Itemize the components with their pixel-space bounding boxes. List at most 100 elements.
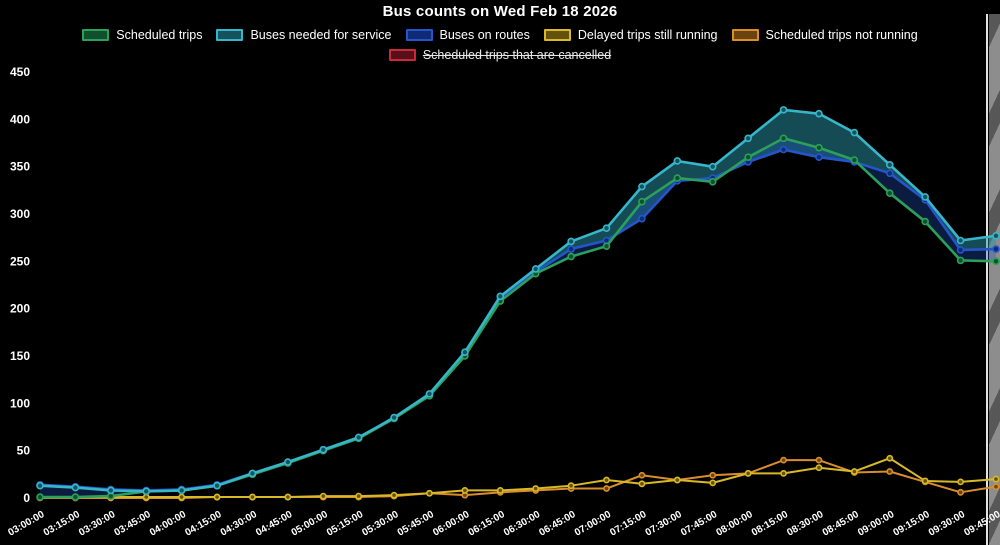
data-point-delayed-trips-still-running (780, 469, 787, 477)
data-point-delayed-trips-still-running (638, 480, 646, 488)
x-axis-tick: 03:45:00 (113, 509, 154, 539)
data-point-scheduled-trips-not-running (992, 483, 1000, 491)
data-point-buses-needed-for-service (319, 445, 328, 454)
series-line-buses-needed-for-service (38, 108, 998, 493)
x-axis-tick: 08:30:00 (785, 509, 826, 539)
x-axis-tick: 05:00:00 (290, 509, 331, 539)
data-point-delayed-trips-still-running (886, 454, 894, 462)
x-axis-tick: 09:00:00 (856, 509, 897, 539)
data-point-delayed-trips-still-running (921, 477, 929, 485)
data-point-delayed-trips-still-running (390, 491, 398, 499)
data-point-scheduled-trips (567, 252, 575, 261)
x-axis-tick: 04:45:00 (254, 509, 295, 539)
legend-item-delayed-trips-still-running[interactable]: Delayed trips still running (543, 28, 718, 42)
data-point-delayed-trips-still-running (461, 487, 469, 494)
data-point-buses-needed-for-service (638, 182, 646, 191)
legend-item-scheduled-trips[interactable]: Scheduled trips (82, 28, 202, 42)
data-point-scheduled-trips (744, 153, 752, 161)
data-point-buses-needed-for-service (708, 162, 717, 171)
legend-label: Buses needed for service (250, 28, 392, 42)
data-point-scheduled-trips-not-running (886, 468, 894, 475)
data-point-buses-needed-for-service (425, 390, 434, 398)
x-axis-tick: 08:00:00 (714, 509, 755, 539)
data-point-buses-on-routes (638, 214, 646, 223)
data-point-buses-needed-for-service (850, 128, 859, 137)
data-point-buses-on-routes (779, 145, 788, 154)
data-point-delayed-trips-still-running (426, 489, 433, 497)
data-point-buses-needed-for-service (602, 224, 611, 232)
chart-legend: Scheduled trips Buses needed for service B… (60, 28, 940, 62)
x-axis-tick: 07:30:00 (644, 509, 685, 539)
y-axis-tick: 450 (10, 65, 30, 79)
data-point-delayed-trips-still-running (532, 485, 540, 492)
data-point-delayed-trips-still-running (992, 475, 1000, 483)
legend-item-scheduled-trips-not-running[interactable]: Scheduled trips not running (731, 28, 918, 42)
data-point-buses-needed-for-service (248, 469, 257, 478)
legend-swatch-icon (82, 29, 110, 41)
y-axis-tick: 50 (17, 444, 31, 458)
legend-item-scheduled-trips-that-are-cancelled[interactable]: Scheduled trips that are cancelled (388, 48, 611, 62)
x-axis-tick: 08:15:00 (750, 509, 791, 539)
x-axis-tick: 08:45:00 (821, 509, 862, 539)
data-point-buses-needed-for-service (744, 134, 752, 143)
series-line-scheduled-trips (38, 136, 998, 499)
data-point-buses-needed-for-service (461, 348, 469, 357)
y-axis-tick: 200 (10, 302, 30, 316)
x-axis-tick: 04:15:00 (183, 509, 224, 539)
x-axis-tick: 09:30:00 (927, 509, 968, 539)
data-point-buses-needed-for-service (531, 265, 540, 273)
x-axis-tick: 07:00:00 (573, 509, 614, 539)
data-point-scheduled-trips (992, 257, 1000, 266)
y-axis-tick: 400 (10, 112, 30, 126)
data-point-scheduled-trips (36, 493, 44, 501)
area-fill-buses-needed-for-service (40, 109, 996, 492)
x-axis-tick: 04:30:00 (219, 509, 260, 539)
data-point-buses-on-routes (956, 246, 965, 254)
legend-label: Buses on routes (439, 28, 530, 42)
data-point-buses-needed-for-service (673, 157, 682, 165)
data-point-delayed-trips-still-running (709, 479, 717, 487)
chart-title: Bus counts on Wed Feb 18 2026 (382, 3, 618, 20)
y-axis-tick: 350 (10, 160, 30, 174)
legend-item-buses-needed-for-service[interactable]: Buses needed for service (216, 28, 392, 42)
x-axis-tick: 07:15:00 (608, 509, 649, 539)
x-axis-tick: 05:15:00 (325, 509, 366, 539)
data-point-scheduled-trips-not-running (780, 456, 787, 464)
data-point-delayed-trips-still-running (815, 464, 823, 472)
data-point-buses-needed-for-service (71, 483, 80, 492)
data-point-scheduled-trips (815, 143, 823, 152)
legend-swatch-icon (405, 29, 433, 41)
data-point-buses-needed-for-service (496, 292, 505, 301)
data-point-scheduled-trips-not-running (957, 488, 964, 496)
x-axis-tick: 03:00:00 (6, 509, 47, 539)
data-point-buses-needed-for-service (815, 109, 823, 118)
data-point-delayed-trips-still-running (355, 492, 363, 500)
x-axis-tick: 06:15:00 (467, 509, 508, 539)
data-point-buses-on-routes (567, 245, 575, 253)
data-point-scheduled-trips (921, 217, 929, 226)
data-point-delayed-trips-still-running (319, 492, 327, 500)
data-point-buses-needed-for-service (779, 106, 788, 114)
data-point-delayed-trips-still-running (496, 487, 504, 494)
x-axis-tick: 06:00:00 (431, 509, 472, 539)
series-line-delayed-trips-still-running (39, 457, 997, 499)
data-point-buses-on-routes (815, 153, 823, 161)
legend-item-buses-on-routes[interactable]: Buses on routes (405, 28, 530, 42)
data-point-delayed-trips-still-running (178, 493, 186, 501)
data-point-delayed-trips-still-running (673, 476, 681, 484)
y-axis-tick: 300 (10, 207, 30, 221)
data-point-buses-needed-for-service (142, 487, 151, 496)
legend-label: Scheduled trips (116, 28, 203, 42)
x-axis-tick: 06:30:00 (502, 509, 543, 539)
y-axis-tick: 100 (10, 396, 30, 410)
data-point-buses-on-routes (992, 245, 1000, 253)
data-point-delayed-trips-still-running (567, 482, 575, 490)
x-axis-tick: 06:45:00 (537, 509, 578, 539)
x-axis-tick: 03:30:00 (77, 509, 118, 539)
y-axis-tick: 0 (23, 491, 30, 505)
data-point-buses-needed-for-service (567, 237, 575, 246)
data-point-buses-on-routes (885, 169, 894, 178)
x-axis-tick: 04:00:00 (148, 509, 189, 539)
